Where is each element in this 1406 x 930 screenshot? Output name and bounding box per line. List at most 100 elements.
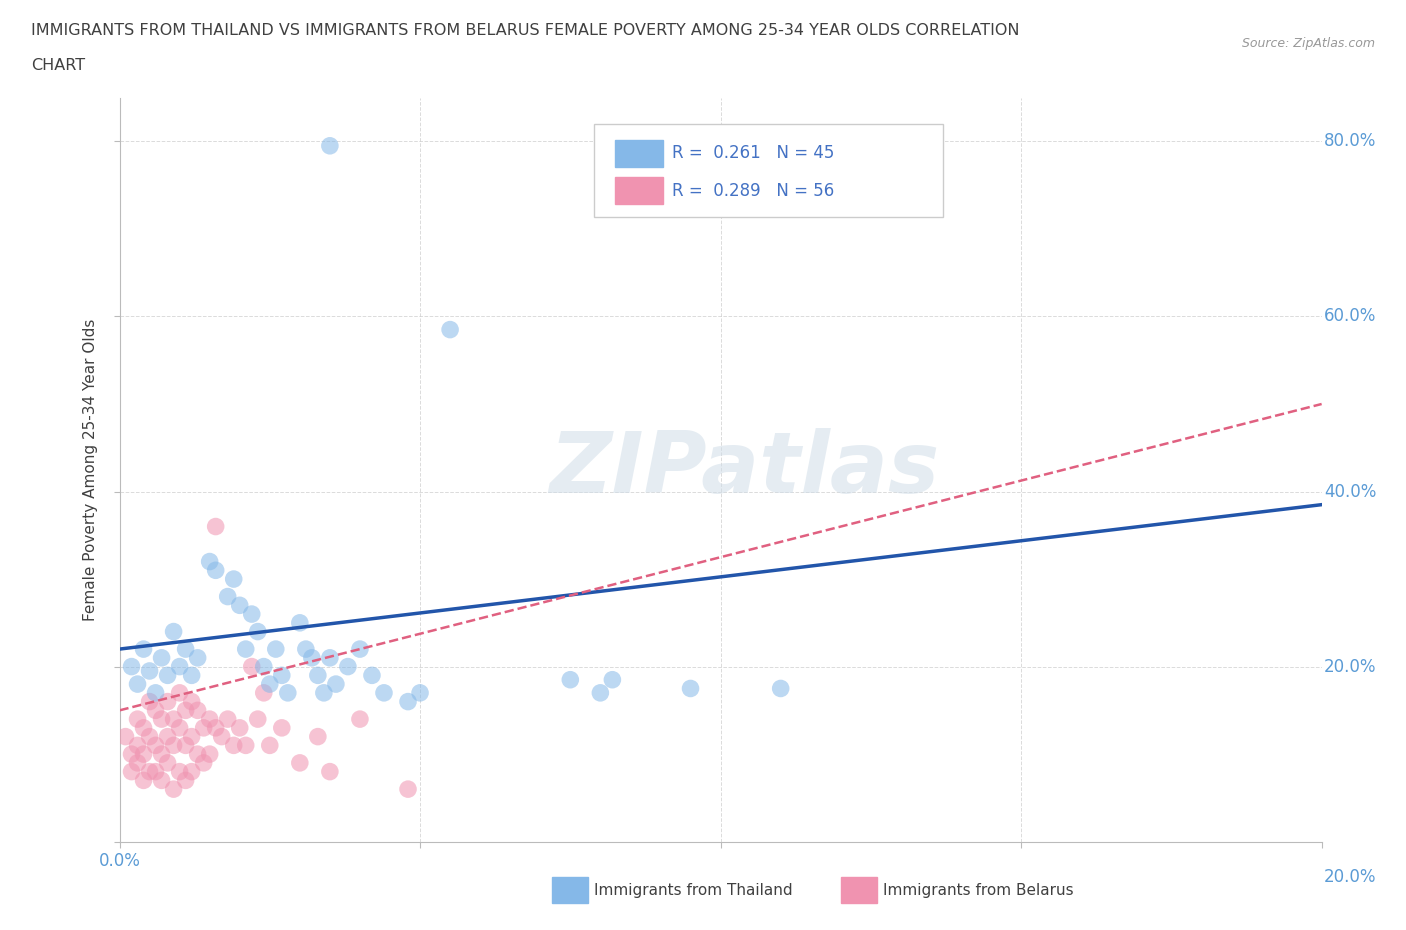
- Point: [253, 659, 276, 674]
- Point: [127, 755, 149, 770]
- Point: [288, 616, 311, 631]
- Point: [180, 729, 202, 744]
- Point: [204, 519, 226, 534]
- Point: [246, 711, 269, 726]
- Point: [602, 672, 624, 687]
- Point: [319, 650, 342, 665]
- Point: [156, 729, 179, 744]
- Y-axis label: Female Poverty Among 25-34 Year Olds: Female Poverty Among 25-34 Year Olds: [83, 318, 98, 621]
- Point: [396, 782, 419, 797]
- Point: [193, 721, 215, 736]
- Point: [121, 747, 143, 762]
- Point: [121, 764, 143, 779]
- Point: [240, 659, 263, 674]
- Point: [174, 642, 197, 657]
- Point: [409, 685, 432, 700]
- Bar: [614, 178, 662, 204]
- Text: IMMIGRANTS FROM THAILAND VS IMMIGRANTS FROM BELARUS FEMALE POVERTY AMONG 25-34 Y: IMMIGRANTS FROM THAILAND VS IMMIGRANTS F…: [31, 23, 1019, 38]
- Point: [156, 694, 179, 709]
- Point: [270, 721, 292, 736]
- Point: [127, 711, 149, 726]
- Point: [121, 659, 143, 674]
- Point: [169, 721, 191, 736]
- Point: [319, 139, 342, 153]
- Point: [132, 773, 155, 788]
- Text: Immigrants from Thailand: Immigrants from Thailand: [595, 883, 793, 897]
- Point: [439, 322, 461, 337]
- Point: [127, 737, 149, 752]
- Text: 20.0%: 20.0%: [1324, 868, 1376, 885]
- Point: [132, 747, 155, 762]
- Point: [319, 764, 342, 779]
- Point: [228, 598, 252, 613]
- Point: [187, 703, 209, 718]
- Point: [396, 694, 419, 709]
- Text: 40.0%: 40.0%: [1324, 483, 1376, 500]
- Point: [198, 554, 221, 569]
- Point: [150, 747, 173, 762]
- Point: [349, 642, 371, 657]
- Point: [259, 677, 281, 692]
- Point: [560, 672, 582, 687]
- Point: [127, 677, 149, 692]
- Text: Immigrants from Belarus: Immigrants from Belarus: [883, 883, 1074, 897]
- Point: [198, 747, 221, 762]
- Point: [270, 668, 292, 683]
- Point: [211, 729, 233, 744]
- Point: [246, 624, 269, 639]
- Point: [169, 659, 191, 674]
- Point: [222, 572, 245, 587]
- Point: [187, 650, 209, 665]
- FancyBboxPatch shape: [595, 124, 943, 217]
- Point: [235, 642, 257, 657]
- Point: [295, 642, 318, 657]
- Point: [325, 677, 347, 692]
- Bar: [841, 877, 877, 903]
- Point: [180, 668, 202, 683]
- Text: Source: ZipAtlas.com: Source: ZipAtlas.com: [1241, 37, 1375, 50]
- Point: [156, 668, 179, 683]
- Point: [288, 755, 311, 770]
- Point: [174, 773, 197, 788]
- Point: [169, 764, 191, 779]
- Point: [162, 711, 184, 726]
- Point: [174, 703, 197, 718]
- Point: [138, 694, 160, 709]
- Text: 20.0%: 20.0%: [1324, 658, 1376, 675]
- Point: [180, 694, 202, 709]
- Point: [145, 703, 167, 718]
- Point: [162, 737, 184, 752]
- Point: [150, 650, 173, 665]
- Point: [679, 681, 702, 696]
- Point: [277, 685, 299, 700]
- Point: [114, 729, 136, 744]
- Point: [187, 747, 209, 762]
- Point: [150, 711, 173, 726]
- Point: [336, 659, 359, 674]
- Point: [169, 685, 191, 700]
- Point: [253, 685, 276, 700]
- Point: [156, 755, 179, 770]
- Point: [138, 729, 160, 744]
- Point: [769, 681, 792, 696]
- Bar: [553, 877, 588, 903]
- Point: [145, 737, 167, 752]
- Point: [204, 563, 226, 578]
- Point: [138, 764, 160, 779]
- Point: [589, 685, 612, 700]
- Point: [162, 624, 184, 639]
- Point: [145, 685, 167, 700]
- Point: [217, 711, 239, 726]
- Text: CHART: CHART: [31, 58, 84, 73]
- Point: [193, 755, 215, 770]
- Point: [198, 711, 221, 726]
- Point: [174, 737, 197, 752]
- Point: [307, 668, 329, 683]
- Point: [373, 685, 395, 700]
- Point: [259, 737, 281, 752]
- Point: [162, 782, 184, 797]
- Point: [240, 606, 263, 621]
- Point: [301, 650, 323, 665]
- Text: ZIPatlas: ZIPatlas: [550, 428, 939, 512]
- Point: [204, 721, 226, 736]
